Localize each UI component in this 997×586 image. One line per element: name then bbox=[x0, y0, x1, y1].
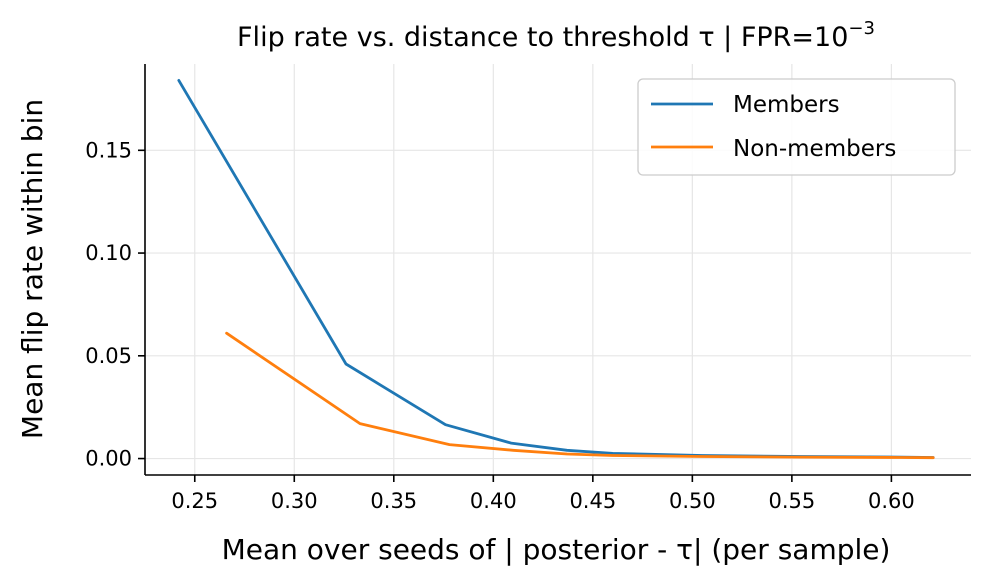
x-tick-label: 0.35 bbox=[370, 489, 417, 513]
legend-frame bbox=[637, 78, 956, 176]
chart-title: Flip rate vs. distance to threshold τ | … bbox=[237, 18, 875, 53]
axes bbox=[144, 64, 971, 476]
y-axis-label: Mean flip rate within bin bbox=[16, 99, 49, 439]
y-tick-label: 0.10 bbox=[85, 241, 132, 265]
chart-title-main: Flip rate vs. distance to threshold τ | … bbox=[237, 22, 848, 53]
x-tick-label: 0.55 bbox=[768, 489, 815, 513]
y-tick-label: 0.00 bbox=[85, 447, 132, 471]
x-tick-label: 0.40 bbox=[470, 489, 517, 513]
x-tick-label: 0.45 bbox=[569, 489, 616, 513]
series-lines bbox=[177, 79, 935, 460]
x-tick-label: 0.30 bbox=[271, 489, 318, 513]
x-tick-label: 0.50 bbox=[669, 489, 716, 513]
legend-non-members-label: Non-members bbox=[733, 136, 896, 162]
x-axis-label: Mean over seeds of | posterior - τ| (per… bbox=[222, 533, 891, 566]
legend-members-label: Members bbox=[733, 92, 840, 118]
legend: Members Non-members bbox=[637, 78, 956, 176]
y-tick-label: 0.05 bbox=[85, 344, 132, 368]
x-tick-label: 0.25 bbox=[171, 489, 218, 513]
chart-title-superscript: −3 bbox=[848, 18, 875, 39]
x-tick-label: 0.60 bbox=[868, 489, 915, 513]
ticks: 0.25 0.30 0.35 0.40 0.45 0.50 0.55 0.60 0.00 0.05… bbox=[85, 138, 915, 513]
y-tick-label: 0.15 bbox=[85, 138, 132, 162]
series-line-non-members bbox=[225, 331, 935, 460]
